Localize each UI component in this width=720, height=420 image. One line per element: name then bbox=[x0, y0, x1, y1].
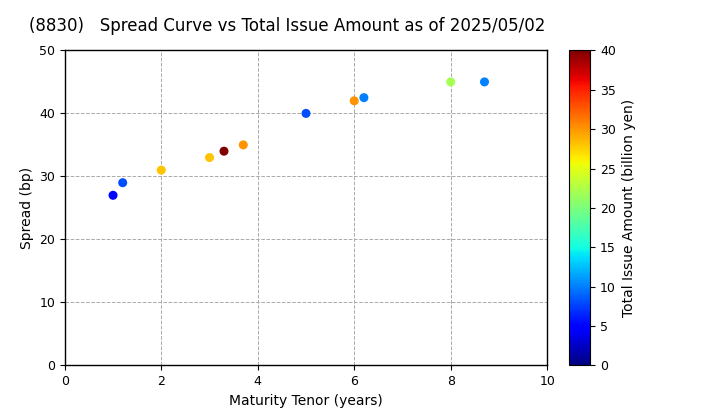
Point bbox=[218, 148, 230, 155]
Text: (8830)   Spread Curve vs Total Issue Amount as of 2025/05/02: (8830) Spread Curve vs Total Issue Amoun… bbox=[29, 17, 545, 35]
Point bbox=[445, 79, 456, 85]
Y-axis label: Spread (bp): Spread (bp) bbox=[19, 167, 34, 249]
Point bbox=[204, 154, 215, 161]
Point bbox=[348, 97, 360, 104]
Point bbox=[107, 192, 119, 199]
Point bbox=[156, 167, 167, 173]
Y-axis label: Total Issue Amount (billion yen): Total Issue Amount (billion yen) bbox=[621, 99, 636, 317]
Point bbox=[117, 179, 128, 186]
X-axis label: Maturity Tenor (years): Maturity Tenor (years) bbox=[229, 394, 383, 408]
Point bbox=[358, 94, 369, 101]
Point bbox=[479, 79, 490, 85]
Point bbox=[300, 110, 312, 117]
Point bbox=[238, 142, 249, 148]
